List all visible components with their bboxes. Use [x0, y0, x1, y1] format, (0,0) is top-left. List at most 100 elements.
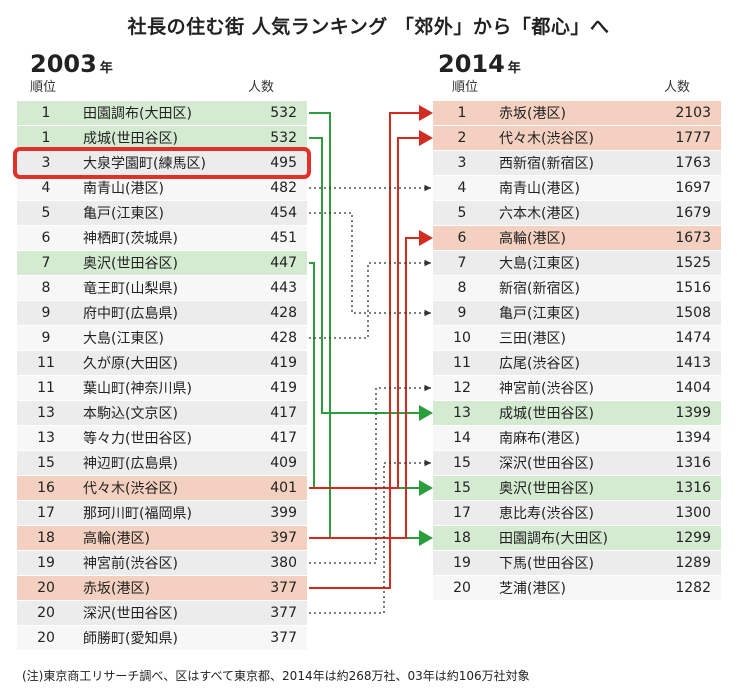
rank-change-arrow-red: [309, 230, 433, 539]
left-table-row: 16 代々木(渋谷区) 401: [17, 476, 307, 500]
right-table-rank: 1: [457, 105, 467, 121]
right-table-city: 西新宿(新宿区): [499, 156, 594, 172]
right-table-row: 13 成城(世田谷区) 1399: [433, 401, 721, 425]
right-table-row: 4 南青山(港区) 1697: [433, 176, 721, 200]
left-table-row: 19 神宮前(渋谷区) 380: [17, 551, 307, 575]
left-table-city: 師勝町(愛知県): [83, 631, 178, 647]
left-table-count: 419: [270, 380, 297, 396]
left-table-row: 6 神栖町(茨城県) 451: [17, 226, 307, 250]
left-table-rank: 20: [37, 605, 55, 621]
left-table-city: 高輪(港区): [83, 531, 150, 547]
left-rank-header: 順位: [30, 80, 57, 95]
right-table-rank: 20: [453, 580, 471, 596]
right-table-city: 大島(江東区): [499, 256, 580, 272]
right-rank-header: 順位: [452, 80, 479, 95]
left-table-city: 那珂川町(福岡県): [83, 506, 192, 522]
source-note: (注)東京商工リサーチ調べ、区はすべて東京都、2014年は約268万社、03年は…: [22, 669, 530, 683]
right-table-count: 1316: [675, 480, 711, 496]
right-table-rank: 19: [453, 555, 471, 571]
right-table-rank: 10: [453, 330, 471, 346]
right-table-rank: 7: [457, 255, 467, 271]
right-table-count: 1508: [675, 305, 711, 321]
right-table-rank: 15: [453, 455, 471, 471]
left-table-city: 久が原(大田区): [83, 356, 178, 372]
right-table-rank: 9: [457, 305, 467, 321]
right-table-row: 1 赤坂(港区) 2103: [433, 101, 721, 125]
right-table-city: 成城(世田谷区): [499, 406, 594, 422]
left-table-count: 399: [270, 505, 297, 521]
right-table-count: 1525: [675, 255, 711, 271]
left-table-rank: 15: [37, 455, 55, 471]
left-table-rank: 5: [41, 205, 51, 221]
right-table-row: 10 三田(港区) 1474: [433, 326, 721, 350]
right-table-count: 1777: [675, 130, 711, 146]
right-table-row: 6 高輪(港区) 1673: [433, 226, 721, 250]
right-table-city: 恵比寿(渋谷区): [499, 506, 594, 522]
left-table-city: 大泉学園町(練馬区): [83, 156, 206, 172]
left-table-row: 13 等々力(世田谷区) 417: [17, 426, 307, 450]
right-table-city: 奥沢(世田谷区): [499, 481, 594, 497]
right-table-city: 深沢(世田谷区): [499, 456, 594, 472]
right-table-rank: 15: [453, 480, 471, 496]
right-table-row: 3 西新宿(新宿区) 1763: [433, 151, 721, 175]
right-table-count: 2103: [675, 105, 711, 121]
right-table-count: 1282: [675, 580, 711, 596]
left-table-city: 竜王町(山梨県): [83, 281, 178, 297]
left-table-row: 13 本駒込(文京区) 417: [17, 401, 307, 425]
right-table-city: 田園調布(大田区): [499, 531, 608, 547]
right-table-count: 1316: [675, 455, 711, 471]
left-table-count: 417: [270, 405, 297, 421]
left-table-rank: 13: [37, 405, 55, 421]
right-table-rank: 11: [453, 355, 471, 371]
left-table-city: 本駒込(文京区): [83, 406, 178, 422]
left-table-row: 3 大泉学園町(練馬区) 495: [17, 151, 307, 175]
left-table-row: 20 赤坂(港区) 377: [17, 576, 307, 600]
left-table-count: 377: [270, 630, 297, 646]
right-table-row: 5 六本木(港区) 1679: [433, 201, 721, 225]
right-table-city: 広尾(渋谷区): [499, 356, 580, 372]
left-table-count: 380: [270, 555, 297, 571]
right-year: 2014: [438, 50, 505, 78]
left-table-city: 等々力(世田谷区): [83, 431, 192, 447]
left-table-city: 神宮前(渋谷区): [83, 556, 178, 572]
left-table-row: 8 竜王町(山梨県) 443: [17, 276, 307, 300]
rank-change-arrow-dotted: [309, 212, 431, 317]
left-table-count: 428: [270, 305, 297, 321]
left-table-count: 482: [270, 180, 297, 196]
right-year-suffix: 年: [507, 61, 521, 76]
left-table-count: 454: [270, 205, 297, 221]
left-table-count: 428: [270, 330, 297, 346]
right-table-count: 1673: [675, 230, 711, 246]
rank-change-arrow-dotted: [309, 459, 431, 614]
right-table-city: 亀戸(江東区): [499, 306, 580, 322]
right-table-city: 代々木(渋谷区): [499, 131, 594, 147]
right-table-count: 1679: [675, 205, 711, 221]
right-table-count: 1300: [675, 505, 711, 521]
left-table-count: 419: [270, 355, 297, 371]
highlight-box: [13, 147, 311, 179]
left-table-city: 神辺町(広島県): [83, 456, 178, 472]
left-table-count: 451: [270, 230, 297, 246]
right-table-row: 12 神宮前(渋谷区) 1404: [433, 376, 721, 400]
left-table-city: 代々木(渋谷区): [83, 481, 178, 497]
right-table-rank: 4: [457, 180, 467, 196]
right-table-city: 赤坂(港区): [499, 106, 566, 122]
right-table-city: 南麻布(港区): [499, 431, 580, 447]
right-table-rank: 8: [457, 280, 467, 296]
right-table-row: 17 恵比寿(渋谷区) 1300: [433, 501, 721, 525]
rank-change-arrow-red: [309, 130, 433, 489]
left-table-city: 赤坂(港区): [83, 581, 150, 597]
left-table-row: 15 神辺町(広島県) 409: [17, 451, 307, 475]
right-table-city: 高輪(港区): [499, 231, 566, 247]
left-table-rank: 20: [37, 630, 55, 646]
left-table-count: 495: [270, 155, 297, 171]
right-table-row: 8 新宿(新宿区) 1516: [433, 276, 721, 300]
left-table-rank: 1: [41, 130, 51, 146]
left-table-row: 4 南青山(港区) 482: [17, 176, 307, 200]
right-table-row: 18 田園調布(大田区) 1299: [433, 526, 721, 550]
right-table-count: 1516: [675, 280, 711, 296]
right-table-count: 1413: [675, 355, 711, 371]
right-table-count: 1299: [675, 530, 711, 546]
left-table-row: 9 大島(江東区) 428: [17, 326, 307, 350]
left-table-count: 447: [270, 255, 297, 271]
